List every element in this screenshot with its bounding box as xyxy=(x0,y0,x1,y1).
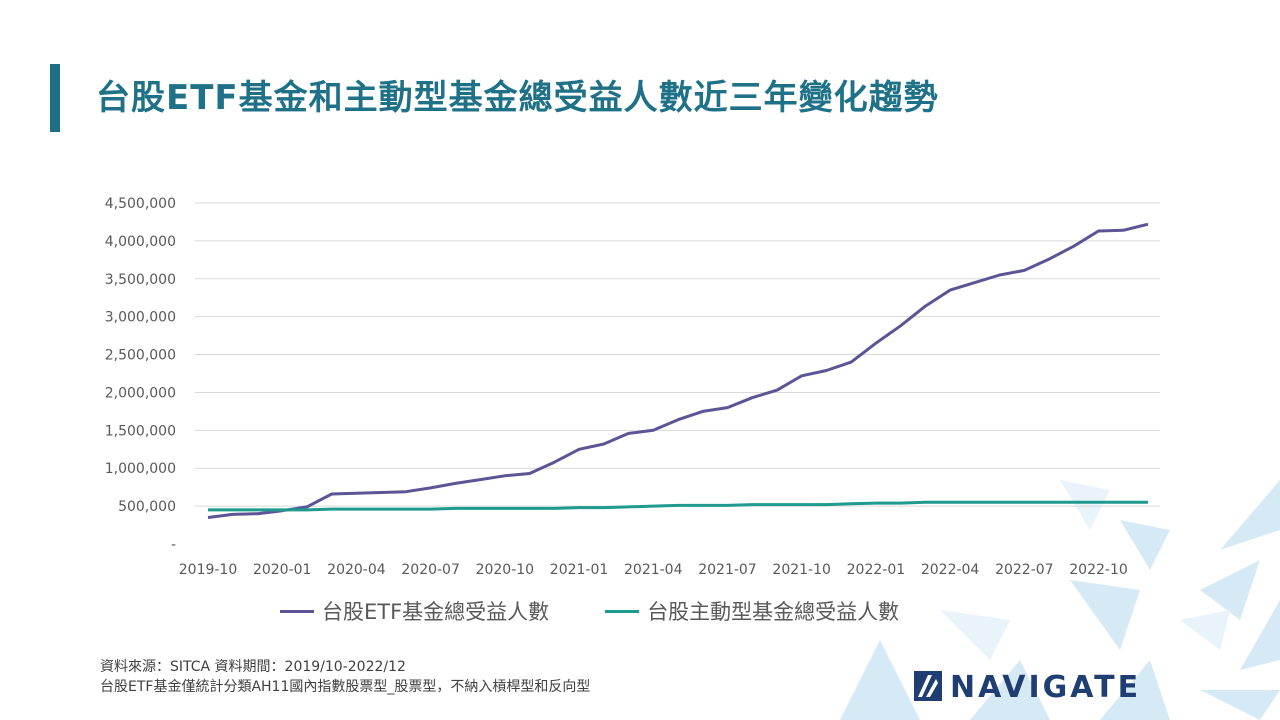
y-axis-ticks: - 500,000 1,000,000 1,500,000 2,000,000 2,500… xyxy=(105,196,176,553)
footnote-note: 台股ETF基金僅統計分類AH11國內指數股票型_股票型，不納入槓桿型和反向型 xyxy=(100,679,591,695)
legend-label-etf: 台股ETF基金總受益人數 xyxy=(322,600,550,624)
legend-item-active: 台股主動型基金總受益人數 xyxy=(605,596,899,626)
x-tick-label: 2022-07 xyxy=(995,562,1054,578)
legend-label-active: 台股主動型基金總受益人數 xyxy=(647,600,900,624)
title-accent-bar xyxy=(50,64,60,132)
y-tick-label: 3,000,000 xyxy=(105,310,176,326)
chart-gridlines xyxy=(195,202,1160,507)
x-tick-label: 2020-01 xyxy=(253,562,312,578)
y-tick-label: 2,000,000 xyxy=(105,385,176,401)
y-tick-label: 4,000,000 xyxy=(105,234,176,250)
background-decoration xyxy=(820,420,1280,720)
chart-series xyxy=(207,222,1149,519)
y-tick-label: 3,500,000 xyxy=(105,272,176,288)
x-tick-label: 2020-04 xyxy=(327,562,386,578)
y-tick-label: 1,000,000 xyxy=(105,461,176,477)
legend-swatch-active xyxy=(605,609,640,613)
x-tick-label: 2020-07 xyxy=(401,562,460,578)
logo-text: NAVIGATE xyxy=(950,670,1142,705)
y-tick-label: 2,500,000 xyxy=(105,348,176,364)
y-tick-label: - xyxy=(171,537,176,553)
series-line-etf xyxy=(207,222,1149,519)
footnote-source: 資料來源：SITCA 資料期間：2019/10-2022/12 xyxy=(100,659,406,675)
source-footnote: 資料來源：SITCA 資料期間：2019/10-2022/12 台股ETF基金僅… xyxy=(100,657,590,697)
x-tick-label: 2022-04 xyxy=(921,562,980,578)
chart-legend: 台股ETF基金總受益人數 台股主動型基金總受益人數 xyxy=(280,596,899,626)
series-line-active xyxy=(208,500,1148,512)
navigate-logo-icon xyxy=(914,670,942,705)
page-title: 台股ETF基金和主動型基金總受益人數近三年變化趨勢 xyxy=(96,78,939,118)
x-tick-label: 2021-04 xyxy=(624,562,683,578)
legend-item-etf: 台股ETF基金總受益人數 xyxy=(280,596,549,626)
line-chart: - 500,000 1,000,000 1,500,000 2,000,000 2,500… xyxy=(105,196,1160,578)
x-tick-label: 2021-01 xyxy=(550,562,609,578)
x-tick-label: 2020-10 xyxy=(476,562,535,578)
y-tick-label: 4,500,000 xyxy=(105,196,176,212)
x-tick-label: 2021-07 xyxy=(698,562,757,578)
x-tick-label: 2022-01 xyxy=(847,562,906,578)
x-tick-label: 2021-10 xyxy=(772,562,831,578)
legend-swatch-etf xyxy=(280,609,314,613)
y-tick-label: 1,500,000 xyxy=(105,423,176,439)
x-tick-label: 2022-10 xyxy=(1069,562,1128,578)
y-tick-label: 500,000 xyxy=(118,499,176,515)
x-tick-label: 2019-10 xyxy=(179,562,238,578)
navigate-logo: NAVIGATE xyxy=(914,670,1141,705)
x-axis-ticks: 2019-10 2020-01 2020-04 2020-07 2020-10 2021-… xyxy=(179,562,1128,578)
